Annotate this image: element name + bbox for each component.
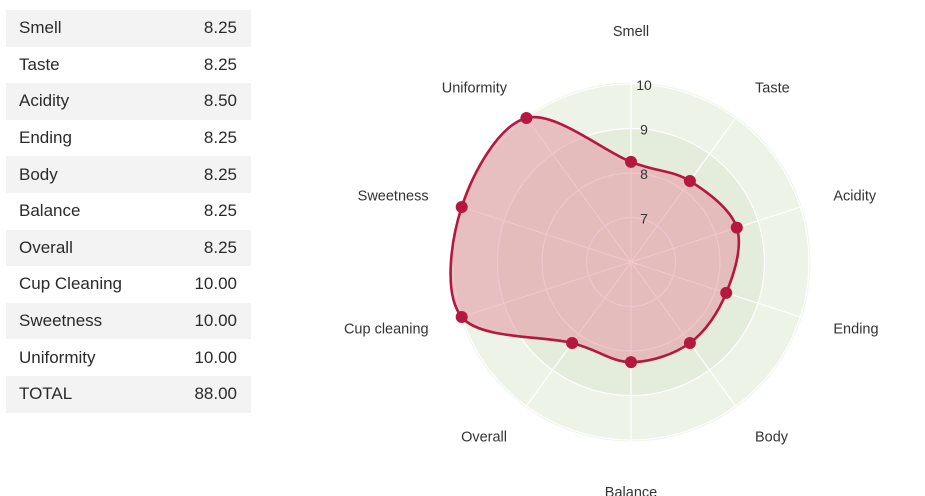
radar-axis-label: Taste (755, 80, 790, 96)
score-row: Taste 8.25 (6, 46, 251, 84)
score-value: 10.00 (194, 311, 237, 331)
score-row: Cup Cleaning 10.00 (6, 266, 251, 303)
radar-tick-label: 8 (640, 166, 648, 182)
radar-series-area (449, 115, 741, 364)
score-label: Balance (19, 201, 81, 221)
radar-tick-labels: 7 8 9 10 (636, 77, 652, 227)
radar-data-point (566, 337, 579, 349)
radar-axis-label: Acidity (833, 188, 876, 204)
radar-axis-label: Balance (605, 485, 657, 496)
radar-axis-labels: Smell Taste Acidity Ending Body Balance Overal… (344, 24, 879, 496)
radar-axis-label: Body (755, 430, 789, 446)
score-row: Overall 8.25 (6, 229, 251, 267)
score-label: Sweetness (19, 311, 103, 331)
radar-data-point (455, 311, 468, 323)
radar-tick-label: 10 (636, 77, 652, 93)
radar-series (449, 112, 743, 369)
score-table: Smell 8.25 Taste 8.25 Acidity 8.50 Ending 8.25 B… (6, 10, 251, 413)
score-value: 10.00 (194, 274, 237, 294)
score-label: Taste (19, 54, 60, 74)
score-value: 8.25 (203, 201, 237, 221)
score-label: Smell (19, 18, 62, 38)
radar-tick-label: 7 (640, 211, 648, 227)
score-label: Overall (19, 237, 73, 257)
score-value: 8.25 (203, 18, 237, 38)
score-label: Acidity (19, 91, 70, 111)
score-value: 10.00 (194, 347, 237, 367)
radar-axis-label: Ending (833, 322, 878, 338)
score-row: TOTAL 88.00 (6, 375, 251, 413)
radar-data-point (455, 201, 468, 213)
radar-axis-label: Cup cleaning (344, 322, 429, 338)
score-table-body: Smell 8.25 Taste 8.25 Acidity 8.50 Ending 8.25 B… (6, 10, 251, 413)
radar-data-point (683, 337, 696, 349)
score-label: Ending (19, 128, 72, 148)
score-label: Cup Cleaning (19, 274, 123, 294)
score-value: 8.25 (203, 164, 237, 184)
radar-data-point (683, 175, 696, 187)
score-label: Body (19, 164, 58, 184)
score-row: Ending 8.25 (6, 119, 251, 157)
score-value: 8.25 (203, 128, 237, 148)
radar-data-point (720, 286, 733, 299)
radar-axis-label: Smell (613, 24, 649, 40)
radar-axis-label: Sweetness (358, 188, 429, 204)
radar-data-point (730, 221, 743, 234)
radar-data-point (520, 112, 533, 124)
score-value: 88.00 (194, 384, 237, 404)
radar-axis-label: Overall (461, 430, 507, 446)
score-row: Body 8.25 (6, 156, 251, 193)
score-value: 8.25 (203, 237, 237, 257)
score-row: Sweetness 10.00 (6, 302, 251, 340)
score-value: 8.50 (203, 91, 237, 111)
score-label: TOTAL (19, 384, 73, 404)
score-row: Balance 8.25 (6, 192, 251, 230)
score-row: Uniformity 10.00 (6, 339, 251, 376)
score-label: Uniformity (19, 347, 96, 367)
score-row: Smell 8.25 (6, 10, 251, 47)
radar-data-point (625, 155, 637, 168)
radar-axis-label: Uniformity (442, 80, 508, 96)
score-value: 8.25 (203, 54, 237, 74)
radar-tick-label: 9 (640, 122, 648, 138)
score-row: Acidity 8.50 (6, 83, 251, 120)
radar-data-point (625, 356, 637, 369)
